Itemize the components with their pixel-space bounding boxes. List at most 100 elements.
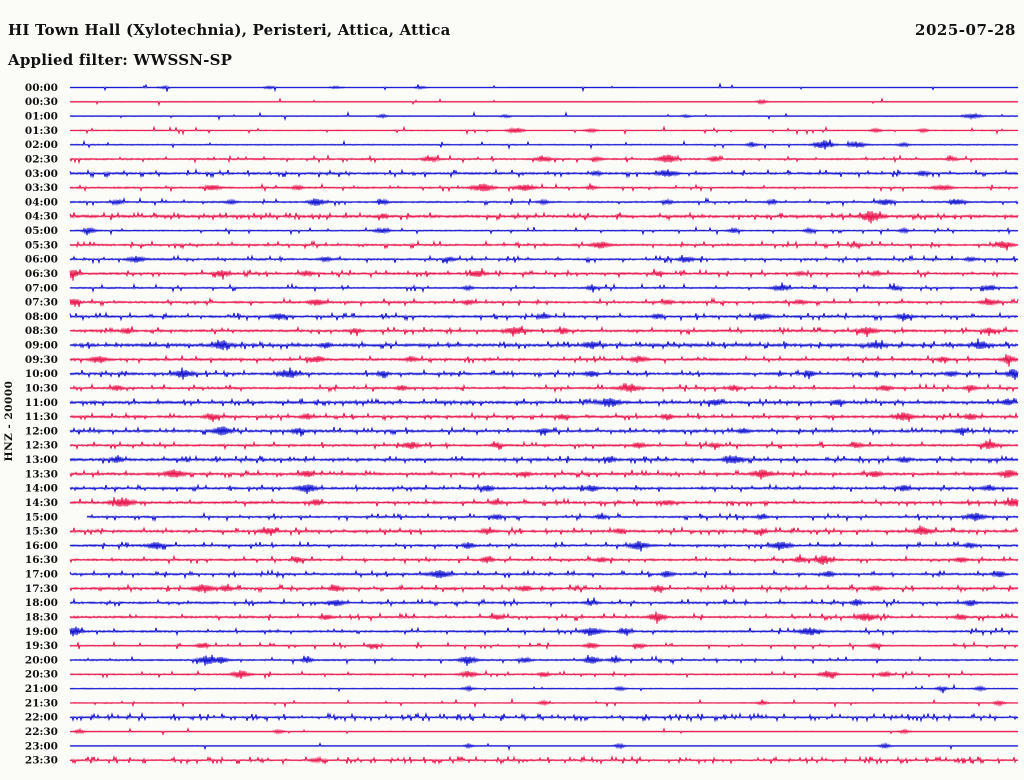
seismogram-trace (69, 483, 1019, 495)
seismogram-trace (69, 196, 1019, 208)
row-time-label: 13:00 (25, 454, 58, 466)
row-time-label: 12:30 (25, 440, 58, 452)
seismogram-trace (69, 711, 1019, 723)
row-time-label: 17:30 (25, 583, 58, 595)
row-time-label: 04:00 (25, 196, 58, 208)
row-time-label: 11:00 (25, 397, 58, 409)
row-time-label: 08:00 (25, 311, 58, 323)
row-time-label: 12:00 (25, 425, 58, 437)
seismogram-trace (69, 382, 1019, 394)
seismogram-trace (69, 497, 1019, 508)
seismogram-trace (69, 397, 1019, 408)
seismogram-trace (69, 296, 1019, 308)
seismogram-trace (69, 338, 1019, 351)
seismogram-trace (69, 354, 1019, 367)
row-time-label: 06:30 (25, 268, 58, 280)
row-time-label: 00:00 (25, 82, 58, 94)
row-time-label: 21:00 (25, 683, 58, 695)
seismogram-trace (69, 125, 1019, 136)
row-time-label: 07:00 (25, 282, 58, 294)
row-time-label: 20:30 (25, 669, 58, 681)
seismogram-trace (69, 468, 1019, 480)
row-time-label: 15:00 (25, 511, 58, 523)
seismogram-trace (69, 282, 1019, 294)
row-time-label: 09:00 (25, 340, 58, 352)
seismogram-trace (69, 97, 1019, 107)
seismogram-trace (86, 511, 1019, 523)
seismogram-trace (69, 438, 1019, 451)
row-time-label: 16:00 (25, 540, 58, 552)
seismogram-trace (69, 82, 1019, 93)
row-time-label: 17:00 (25, 569, 58, 581)
seismogram-trace (69, 325, 1019, 337)
row-time-label: 02:30 (25, 154, 58, 166)
seismogram-trace (69, 139, 1019, 150)
seismogram-trace (69, 268, 1019, 281)
row-time-label: 18:00 (25, 597, 58, 609)
seismogram-trace (69, 254, 1019, 265)
row-time-label: 05:00 (25, 225, 58, 237)
row-time-label: 03:30 (25, 182, 58, 194)
seismogram-trace (69, 683, 1019, 694)
seismogram-trace (69, 525, 1019, 537)
row-time-label: 20:00 (25, 654, 58, 666)
seismogram-trace (69, 182, 1019, 193)
seismogram-trace (69, 611, 1019, 624)
seismogram-trace (69, 411, 1019, 422)
row-time-label: 02:00 (25, 139, 58, 151)
row-time-label: 09:30 (25, 354, 58, 366)
row-time-label: 21:30 (25, 697, 58, 709)
seismogram-trace (69, 568, 1019, 580)
seismogram-trace (69, 111, 1019, 122)
seismogram-trace (69, 211, 1019, 224)
seismogram-trace (69, 454, 1019, 465)
row-time-label: 14:00 (25, 483, 58, 495)
seismogram-trace (69, 626, 1019, 637)
row-time-label: 13:30 (25, 468, 58, 480)
station-title: HI Town Hall (Xylotechnia), Peristeri, A… (8, 21, 451, 39)
row-time-label: 18:30 (25, 612, 58, 624)
seismogram-trace (69, 425, 1019, 437)
seismogram-trace (69, 754, 1019, 766)
row-time-label: 08:30 (25, 325, 58, 337)
row-time-label: 11:30 (25, 411, 58, 423)
filter-label: Applied filter: WWSSN-SP (8, 51, 233, 69)
seismogram-trace (69, 554, 1019, 565)
row-time-label: 14:30 (25, 497, 58, 509)
seismogram-trace (69, 697, 1019, 709)
row-time-label: 10:30 (25, 383, 58, 395)
row-time-label: 22:30 (25, 726, 58, 738)
seismogram-trace (69, 540, 1019, 552)
seismogram-trace (69, 311, 1019, 322)
row-time-label: 03:00 (25, 168, 58, 180)
seismogram-trace (69, 225, 1019, 236)
seismogram-trace (69, 741, 1019, 752)
row-time-label: 00:30 (25, 96, 58, 108)
row-time-label: 10:00 (25, 368, 58, 380)
seismogram-trace (69, 654, 1019, 666)
row-time-label: 23:30 (25, 755, 58, 767)
row-time-label: 04:30 (25, 211, 58, 223)
seismogram-trace (69, 583, 1019, 594)
seismogram-trace (69, 239, 1019, 251)
row-time-label: 19:00 (25, 626, 58, 638)
seismogram-trace (69, 367, 1019, 380)
seismogram-trace (69, 597, 1019, 609)
row-time-label: 05:30 (25, 239, 58, 251)
row-time-label: 19:30 (25, 640, 58, 652)
seismogram-trace (69, 153, 1019, 165)
row-time-label: 23:00 (25, 740, 58, 752)
row-time-label: 01:00 (25, 111, 58, 123)
seismogram-trace (69, 727, 1019, 736)
row-time-label: 01:30 (25, 125, 58, 137)
record-date: 2025-07-28 (915, 21, 1016, 39)
row-time-label: 22:00 (25, 712, 58, 724)
row-time-label: 06:00 (25, 254, 58, 266)
row-time-label: 16:30 (25, 554, 58, 566)
seismogram-trace (69, 669, 1019, 680)
row-time-label: 07:30 (25, 297, 58, 309)
row-time-label: 15:30 (25, 526, 58, 538)
seismogram-trace (69, 168, 1019, 179)
